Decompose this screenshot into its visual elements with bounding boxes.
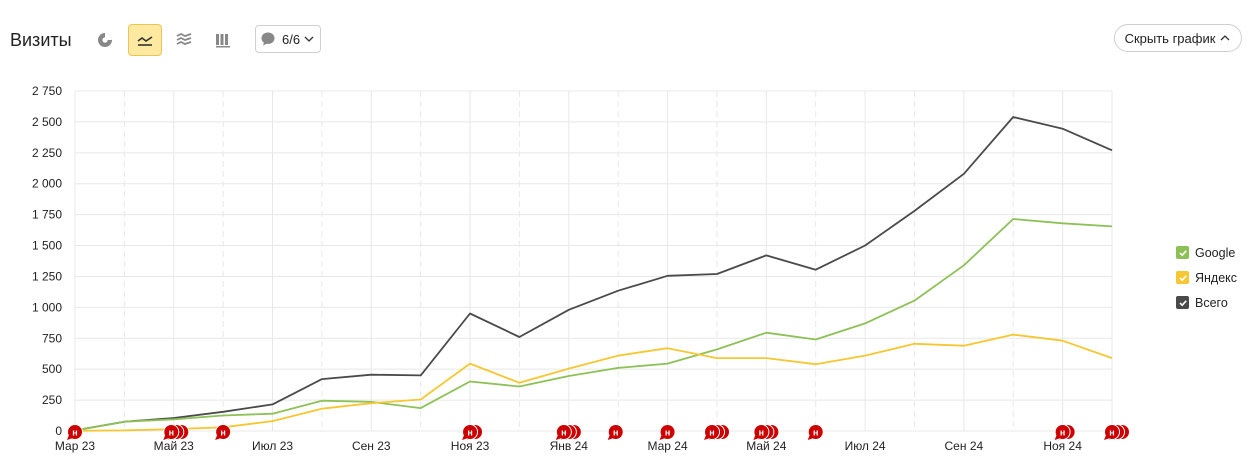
x-tick-label: Май 23 <box>154 439 195 453</box>
series-line-yandex <box>74 333 1113 432</box>
annotation-marker-label: н <box>561 428 566 438</box>
annotation-marker-label: н <box>1060 428 1065 438</box>
x-tick-label: Сен 23 <box>352 439 391 453</box>
legend-label: Яндекс <box>1195 270 1238 285</box>
bar-chart-icon <box>216 34 230 48</box>
annotation-marker-label: н <box>759 428 764 438</box>
comment-icon <box>261 32 275 46</box>
annotation-marker-label: н <box>72 428 77 438</box>
chart-legend: Google Яндекс Всего <box>1176 240 1237 315</box>
bar-chart-button[interactable] <box>206 24 240 56</box>
y-tick-label: 2 000 <box>32 177 62 191</box>
chevron-up-icon <box>1220 35 1230 41</box>
annotation-marker[interactable]: н <box>607 424 624 441</box>
chevron-down-icon <box>304 36 314 42</box>
series-line-total <box>74 116 1113 432</box>
annotation-marker-label: н <box>665 428 670 438</box>
line-chart-button[interactable] <box>128 24 162 56</box>
x-tick-label: Ноя 24 <box>1043 439 1082 453</box>
y-tick-label: 2 250 <box>32 146 62 160</box>
page-title: Визиты <box>10 30 72 50</box>
x-tick-label: Янв 24 <box>550 439 589 453</box>
x-tick-label: Июл 23 <box>252 439 293 453</box>
annotations-counter-dropdown[interactable]: 6/6 <box>255 25 321 53</box>
annotation-marker[interactable]: н <box>555 424 572 441</box>
annotation-marker-label: н <box>613 428 618 438</box>
chart-header: Визиты 6/6 <box>0 0 1259 80</box>
y-tick-label: 2 500 <box>32 115 62 129</box>
annotation-marker[interactable]: н <box>704 424 721 441</box>
legend-label: Всего <box>1195 295 1228 310</box>
hide-chart-button[interactable]: Скрыть график <box>1114 24 1242 52</box>
y-tick-label: 750 <box>42 331 62 345</box>
hide-chart-label: Скрыть график <box>1124 30 1216 46</box>
x-tick-label: Мар 24 <box>647 439 687 453</box>
annotation-marker-label: н <box>467 428 472 438</box>
annotation-marker[interactable]: н <box>163 424 180 441</box>
line-chart-icon <box>137 36 153 46</box>
checkbox-icon <box>1176 296 1189 309</box>
y-tick-label: 500 <box>42 362 62 376</box>
y-tick-label: 1 250 <box>32 269 62 283</box>
pie-chart-button[interactable] <box>88 24 122 56</box>
legend-item[interactable]: Яндекс <box>1176 265 1237 290</box>
x-tick-label: Мар 23 <box>55 439 95 453</box>
checkbox-icon <box>1176 246 1189 259</box>
annotation-marker-label: н <box>1109 428 1114 438</box>
pie-chart-icon <box>98 33 112 47</box>
x-tick-label: Июл 24 <box>845 439 886 453</box>
series-line-google <box>74 218 1113 432</box>
y-tick-label: 1 000 <box>32 300 62 314</box>
visits-chart: 0 250 500 750 1 000 1 250 1 500 1 750 2 000 2 250… <box>32 84 1130 453</box>
annotation-marker[interactable]: н <box>215 424 232 441</box>
legend-label: Google <box>1195 245 1236 260</box>
annotation-marker-label: н <box>813 428 818 438</box>
legend-item[interactable]: Google <box>1176 240 1237 265</box>
x-tick-label: Ноя 23 <box>451 439 490 453</box>
annotation-marker-label: н <box>220 428 225 438</box>
annotation-marker-label: н <box>709 428 714 438</box>
y-tick-label: 1 750 <box>32 208 62 222</box>
counter-label: 6/6 <box>282 31 301 47</box>
x-tick-label: Сен 24 <box>945 439 984 453</box>
area-chart-icon <box>176 32 192 45</box>
area-chart-button[interactable] <box>167 24 201 56</box>
y-tick-label: 1 500 <box>32 239 62 253</box>
annotation-marker[interactable]: н <box>659 424 676 441</box>
y-tick-label: 2 750 <box>32 84 62 98</box>
legend-item[interactable]: Всего <box>1176 290 1237 315</box>
annotation-marker[interactable]: н <box>807 424 824 441</box>
annotation-marker[interactable]: н <box>753 424 770 441</box>
annotation-marker[interactable]: н <box>67 424 83 441</box>
checkbox-icon <box>1176 271 1189 284</box>
annotation-marker[interactable]: н <box>1054 424 1071 441</box>
annotation-marker[interactable]: н <box>462 424 479 441</box>
x-tick-label: Май 24 <box>746 439 787 453</box>
annotation-marker[interactable]: н <box>1104 424 1120 441</box>
y-tick-label: 250 <box>42 393 62 407</box>
annotation-marker-label: н <box>169 428 174 438</box>
y-tick-label: 0 <box>55 424 62 438</box>
